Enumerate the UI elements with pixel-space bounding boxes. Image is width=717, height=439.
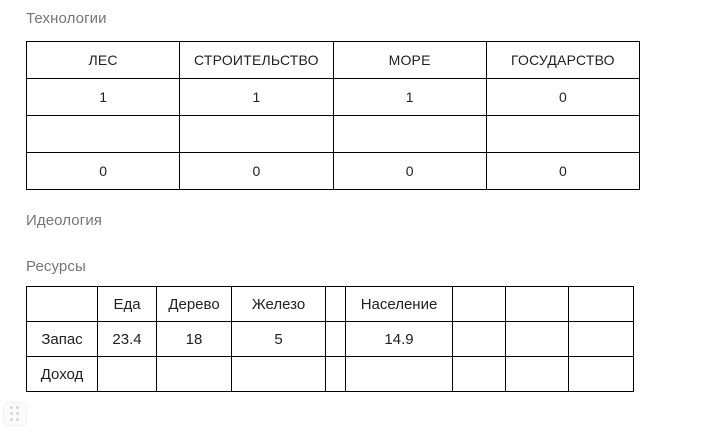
res-column-header-food: Еда bbox=[97, 286, 157, 322]
res-row-label-income: Доход bbox=[26, 356, 98, 392]
res-cell-income-6 bbox=[505, 356, 569, 392]
section-label-resources: Ресурсы bbox=[26, 258, 86, 275]
table-header-row: Еда Дерево Железо Население bbox=[26, 286, 634, 322]
tech-column-header-2: МОРЕ bbox=[332, 41, 487, 79]
res-cell-income-spacer bbox=[325, 356, 346, 392]
tech-cell-r1-c3 bbox=[485, 115, 641, 153]
section-label-ideology: Идеология bbox=[26, 212, 103, 229]
res-cell-stock-food: 23.4 bbox=[97, 321, 157, 357]
drag-handle-icon[interactable] bbox=[4, 403, 26, 425]
handle-dot bbox=[10, 406, 13, 409]
technologies-table: ЛЕС СТРОИТЕЛЬСТВО МОРЕ ГОСУДАРСТВО 1 1 1… bbox=[25, 41, 641, 190]
tech-cell-r0-c1: 1 bbox=[179, 78, 334, 116]
table-row: 1 1 1 0 bbox=[25, 78, 641, 116]
handle-dot bbox=[16, 412, 19, 415]
res-column-header-iron: Железо bbox=[231, 286, 326, 322]
res-cell-income-7 bbox=[568, 356, 634, 392]
tech-cell-r2-c1: 0 bbox=[179, 152, 334, 190]
res-column-header-population: Население bbox=[345, 286, 453, 322]
res-cell-stock-wood: 18 bbox=[156, 321, 232, 357]
res-column-header-0 bbox=[26, 286, 98, 322]
tech-cell-r1-c1 bbox=[179, 115, 334, 153]
table-row bbox=[25, 115, 641, 153]
tech-cell-r0-c2: 1 bbox=[332, 78, 487, 116]
tech-cell-r0-c0: 1 bbox=[25, 78, 181, 116]
res-cell-income-food bbox=[97, 356, 157, 392]
table-row: Запас 23.4 18 5 14.9 bbox=[26, 321, 634, 357]
res-cell-stock-7 bbox=[568, 321, 634, 357]
tech-column-header-1: СТРОИТЕЛЬСТВО bbox=[179, 41, 334, 79]
handle-dot bbox=[16, 406, 19, 409]
section-label-technologies: Технологии bbox=[26, 10, 107, 27]
res-cell-stock-spacer bbox=[325, 321, 346, 357]
tech-column-header-0: ЛЕС bbox=[25, 41, 181, 79]
res-cell-income-wood bbox=[156, 356, 232, 392]
tech-column-header-3: ГОСУДАРСТВО bbox=[485, 41, 641, 79]
tech-cell-r2-c0: 0 bbox=[25, 152, 181, 190]
res-cell-stock-6 bbox=[505, 321, 569, 357]
res-cell-stock-5 bbox=[452, 321, 506, 357]
res-cell-stock-population: 14.9 bbox=[345, 321, 453, 357]
handle-dot bbox=[16, 418, 19, 421]
table-header-row: ЛЕС СТРОИТЕЛЬСТВО МОРЕ ГОСУДАРСТВО bbox=[25, 41, 641, 79]
res-column-header-7 bbox=[505, 286, 569, 322]
tech-cell-r1-c0 bbox=[25, 115, 181, 153]
res-cell-income-iron bbox=[231, 356, 326, 392]
res-cell-stock-iron: 5 bbox=[231, 321, 326, 357]
table-row: 0 0 0 0 bbox=[25, 152, 641, 190]
res-cell-income-5 bbox=[452, 356, 506, 392]
handle-dot bbox=[10, 418, 13, 421]
resources-table: Еда Дерево Железо Население Запас 23.4 1… bbox=[26, 286, 634, 392]
tech-cell-r2-c2: 0 bbox=[332, 152, 487, 190]
res-column-header-spacer bbox=[325, 286, 346, 322]
res-column-header-wood: Дерево bbox=[156, 286, 232, 322]
res-cell-income-population bbox=[345, 356, 453, 392]
tech-cell-r2-c3: 0 bbox=[485, 152, 641, 190]
handle-dot bbox=[10, 412, 13, 415]
tech-cell-r1-c2 bbox=[332, 115, 487, 153]
res-column-header-8 bbox=[568, 286, 634, 322]
res-column-header-6 bbox=[452, 286, 506, 322]
res-row-label-stock: Запас bbox=[26, 321, 98, 357]
tech-cell-r0-c3: 0 bbox=[485, 78, 641, 116]
table-row: Доход bbox=[26, 356, 634, 392]
